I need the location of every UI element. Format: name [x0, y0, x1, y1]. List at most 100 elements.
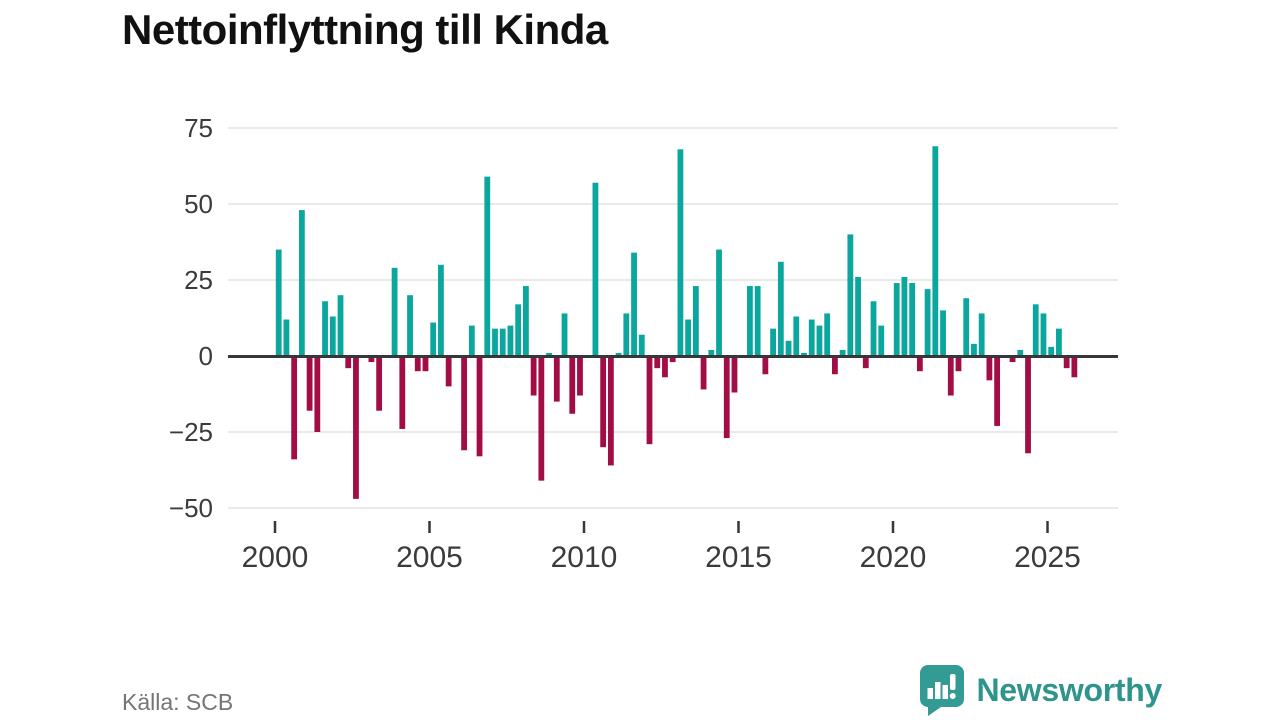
x-axis-label-2020: 2020: [860, 541, 927, 574]
bar-2002Q3: [353, 356, 359, 499]
bar-2019Q2: [870, 301, 877, 356]
x-axis-label-2010: 2010: [551, 541, 618, 574]
bar-2003Q4: [391, 267, 398, 356]
bar-2025Q4: [1071, 356, 1078, 378]
logo-exclamation-bar: [949, 674, 955, 690]
page-title: Nettoinflyttning till Kinda: [122, 6, 608, 53]
logo-bar-1: [927, 688, 933, 699]
bar-2007Q3: [507, 325, 514, 356]
bar-2017Q4: [824, 313, 831, 356]
bar-2025Q1: [1048, 346, 1055, 356]
bar-2001Q3: [322, 301, 328, 356]
bar-2015Q2: [747, 286, 753, 356]
bar-2017Q2: [808, 319, 815, 356]
y-axis-label-0: 0: [199, 341, 213, 371]
x-axis-label-2025: 2025: [1014, 541, 1081, 574]
bar-2022Q4: [978, 313, 985, 356]
source-attribution: Källa: SCB: [122, 689, 234, 715]
bar-2016Q4: [793, 316, 800, 356]
bar-2004Q1: [399, 356, 406, 429]
bar-2013Q3: [692, 286, 699, 356]
y-axis-label-25: 25: [184, 265, 213, 295]
bar-2010Q2: [592, 182, 599, 356]
bar-2018Q1: [832, 356, 838, 375]
bar-2014Q4: [731, 356, 738, 393]
bar-2006Q4: [484, 176, 491, 356]
bar-2009Q1: [553, 356, 560, 402]
logo-bar-3: [942, 685, 948, 699]
bar-2016Q1: [770, 328, 776, 356]
bar-2007Q4: [515, 304, 522, 356]
bar-2008Q2: [530, 356, 537, 396]
bar-2019Q1: [862, 356, 869, 369]
bar-2016Q2: [777, 261, 784, 356]
bar-2011Q1: [615, 352, 622, 356]
bar-2024Q4: [1040, 313, 1047, 356]
bar-2001Q2: [314, 356, 321, 432]
bar-2008Q3: [538, 356, 545, 481]
x-axis-label-2015: 2015: [705, 541, 772, 574]
bar-2002Q2: [345, 356, 352, 369]
bar-2011Q3: [631, 252, 637, 356]
bar-2015Q3: [754, 286, 761, 356]
bar-2010Q4: [607, 356, 614, 466]
bar-2013Q4: [700, 356, 707, 390]
bar-2011Q2: [623, 313, 630, 356]
bar-2015Q4: [762, 356, 769, 375]
bar-2006Q1: [461, 356, 467, 451]
bar-2006Q2: [468, 325, 475, 356]
bar-2000Q1: [275, 249, 282, 356]
bar-2016Q3: [785, 340, 792, 356]
bar-2025Q2: [1056, 328, 1062, 356]
bar-2012Q2: [654, 356, 661, 369]
x-axis-label-2005: 2005: [396, 541, 463, 574]
bar-2012Q1: [646, 356, 653, 445]
bar-2000Q2: [283, 319, 290, 356]
bar-2005Q2: [438, 264, 444, 356]
bar-2004Q3: [414, 356, 421, 372]
bar-2019Q3: [878, 325, 885, 356]
bar-2018Q3: [847, 234, 854, 356]
x-axis-label-2000: 2000: [242, 541, 309, 574]
bar-2013Q1: [677, 149, 684, 356]
bar-2003Q2: [376, 356, 383, 411]
bar-2005Q1: [430, 322, 437, 356]
bar-2000Q3: [291, 356, 298, 460]
bar-2014Q2: [716, 249, 722, 356]
speech-bubble-shape: [919, 665, 964, 716]
bar-2000Q4: [298, 210, 305, 356]
bar-2004Q2: [407, 295, 413, 356]
bar-2022Q2: [963, 298, 970, 356]
bar-2021Q4: [947, 356, 954, 396]
brand-name: Newsworthy: [976, 671, 1163, 708]
bar-2007Q2: [499, 328, 506, 356]
bar-2001Q1: [306, 356, 313, 411]
bar-2021Q1: [924, 289, 931, 356]
bar-2017Q1: [801, 352, 807, 356]
bar-2001Q4: [329, 316, 336, 356]
bar-2008Q1: [523, 286, 529, 356]
bar-2004Q4: [422, 356, 429, 372]
bar-2018Q2: [839, 349, 846, 356]
y-axis-label--25: −25: [169, 417, 213, 447]
bar-2009Q2: [561, 313, 568, 356]
bar-2013Q2: [685, 319, 692, 356]
bar-2006Q3: [476, 356, 483, 457]
logo-bar-2: [934, 682, 940, 699]
bar-2020Q1: [893, 283, 900, 356]
bar-2009Q4: [577, 356, 583, 396]
bar-2002Q1: [337, 295, 344, 356]
bar-2022Q1: [955, 356, 962, 372]
bar-2020Q4: [916, 356, 923, 372]
bar-2021Q3: [940, 310, 946, 356]
bar-2023Q2: [994, 356, 1001, 426]
newsworthy-chart-bubble-icon: [919, 665, 964, 716]
y-axis-label-50: 50: [184, 189, 213, 219]
bar-2009Q3: [569, 356, 576, 414]
bar-2023Q4: [1009, 356, 1016, 363]
bar-2021Q2: [932, 146, 939, 356]
bar-2025Q3: [1063, 356, 1070, 369]
logo-exclamation-dot: [949, 693, 956, 699]
y-axis-label-75: 75: [184, 113, 213, 143]
